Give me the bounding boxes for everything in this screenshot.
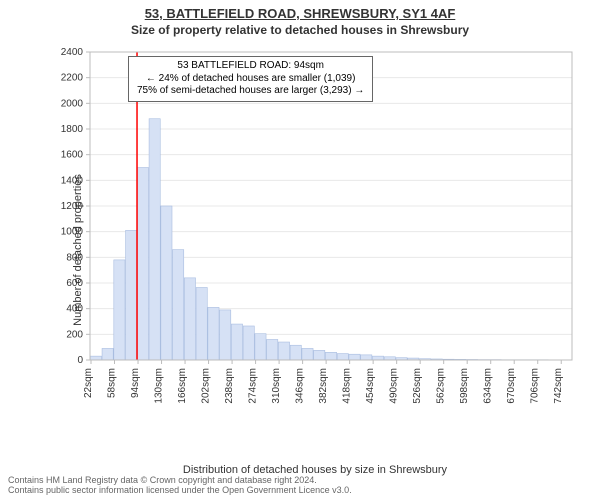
info-box-line-2: ← 24% of detached houses are smaller (1,…	[137, 73, 364, 86]
svg-text:310sqm: 310sqm	[271, 368, 282, 404]
svg-text:526sqm: 526sqm	[412, 368, 423, 404]
svg-text:490sqm: 490sqm	[389, 368, 400, 404]
svg-text:0: 0	[77, 355, 83, 366]
svg-text:670sqm: 670sqm	[506, 368, 517, 404]
histogram-svg: 0200400600800100012001400160018002000220…	[50, 46, 580, 416]
footer-line-2: Contains public sector information licen…	[8, 486, 352, 496]
svg-text:2200: 2200	[61, 73, 84, 84]
info-box-line-1: 53 BATTLEFIELD ROAD: 94sqm	[137, 60, 364, 73]
svg-text:166sqm: 166sqm	[177, 368, 188, 404]
svg-text:634sqm: 634sqm	[483, 368, 494, 404]
chart-area: 0200400600800100012001400160018002000220…	[50, 46, 580, 416]
svg-text:598sqm: 598sqm	[459, 368, 470, 404]
svg-text:58sqm: 58sqm	[107, 368, 118, 398]
svg-text:418sqm: 418sqm	[342, 368, 353, 404]
page-subtitle: Size of property relative to detached ho…	[0, 21, 600, 37]
svg-text:238sqm: 238sqm	[224, 368, 235, 404]
svg-text:1600: 1600	[61, 150, 84, 161]
x-axis-label: Distribution of detached houses by size …	[50, 464, 580, 476]
svg-text:1800: 1800	[61, 124, 84, 135]
svg-text:2000: 2000	[61, 98, 84, 109]
svg-text:454sqm: 454sqm	[365, 368, 376, 404]
page-title: 53, BATTLEFIELD ROAD, SHREWSBURY, SY1 4A…	[0, 0, 600, 21]
svg-text:22sqm: 22sqm	[83, 368, 94, 398]
info-box-line-3: 75% of semi-detached houses are larger (…	[137, 85, 364, 98]
svg-text:2400: 2400	[61, 47, 84, 58]
footer-attribution: Contains HM Land Registry data © Crown c…	[8, 476, 352, 496]
svg-text:130sqm: 130sqm	[154, 368, 165, 404]
svg-text:274sqm: 274sqm	[248, 368, 259, 404]
y-axis-label: Number of detached properties	[72, 174, 84, 326]
svg-text:94sqm: 94sqm	[130, 368, 141, 398]
svg-text:346sqm: 346sqm	[295, 368, 306, 404]
svg-text:382sqm: 382sqm	[318, 368, 329, 404]
svg-text:200: 200	[66, 329, 83, 340]
svg-text:202sqm: 202sqm	[201, 368, 212, 404]
svg-text:706sqm: 706sqm	[530, 368, 541, 404]
info-box: 53 BATTLEFIELD ROAD: 94sqm← 24% of detac…	[128, 56, 373, 102]
svg-text:562sqm: 562sqm	[436, 368, 447, 404]
svg-text:742sqm: 742sqm	[553, 368, 564, 404]
chart-container: { "header": { "title": "53, BATTLEFIELD …	[0, 0, 600, 500]
